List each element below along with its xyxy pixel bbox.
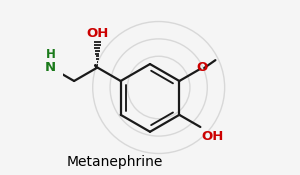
Text: O: O xyxy=(197,61,208,74)
Text: H: H xyxy=(46,48,56,61)
Text: N: N xyxy=(45,61,56,74)
Text: OH: OH xyxy=(86,27,109,40)
Text: Metanephrine: Metanephrine xyxy=(67,155,163,169)
Text: OH: OH xyxy=(201,130,224,143)
